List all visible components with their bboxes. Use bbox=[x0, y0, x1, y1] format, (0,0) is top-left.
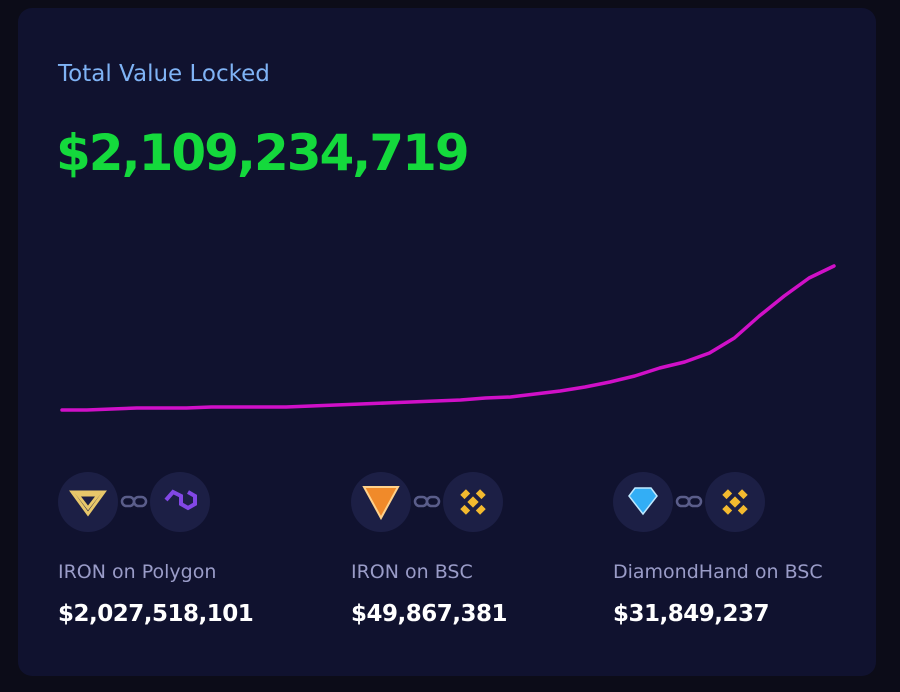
pool-label: DiamondHand on BSC bbox=[613, 561, 823, 583]
title: Total Value Locked bbox=[57, 61, 270, 87]
pool-value: $2,027,518,101 bbox=[58, 601, 253, 627]
iron-logo bbox=[362, 486, 400, 521]
pool-label: IRON on Polygon bbox=[58, 561, 216, 583]
link-icons bbox=[120, 495, 703, 508]
pool-label: IRON on BSC bbox=[351, 561, 473, 583]
polygon-logo bbox=[164, 489, 197, 511]
iron-logo bbox=[69, 490, 107, 517]
pool-value: $31,849,237 bbox=[613, 601, 769, 627]
pool-value: $49,867,381 bbox=[351, 601, 507, 627]
total-value: $2,109,234,719 bbox=[56, 124, 468, 182]
icons bbox=[58, 472, 765, 532]
iron-icon bbox=[58, 472, 118, 532]
diamond-logo bbox=[628, 487, 658, 516]
tvl-line bbox=[60, 264, 836, 412]
